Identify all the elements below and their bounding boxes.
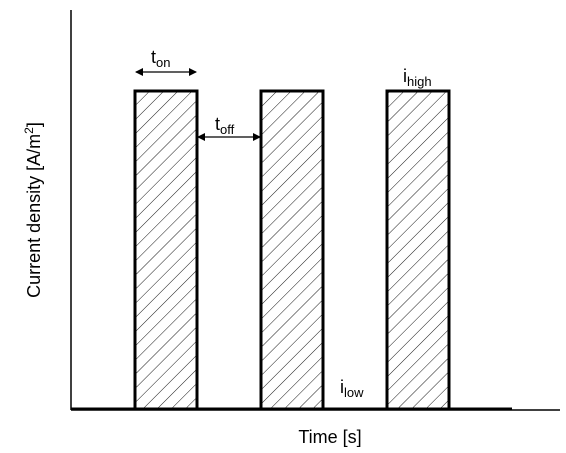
y-axis-label: Current density [A/m2]: [22, 122, 44, 298]
i-high-label: ihigh: [403, 66, 432, 89]
pulse-1: [133, 89, 199, 411]
t-on-label: ton: [151, 47, 170, 70]
pulse-2: [259, 89, 325, 411]
t-off-label: toff: [215, 114, 235, 137]
x-axis-label: Time [s]: [298, 427, 361, 447]
i-low-label: ilow: [340, 377, 364, 400]
pulse-3: [385, 89, 451, 411]
